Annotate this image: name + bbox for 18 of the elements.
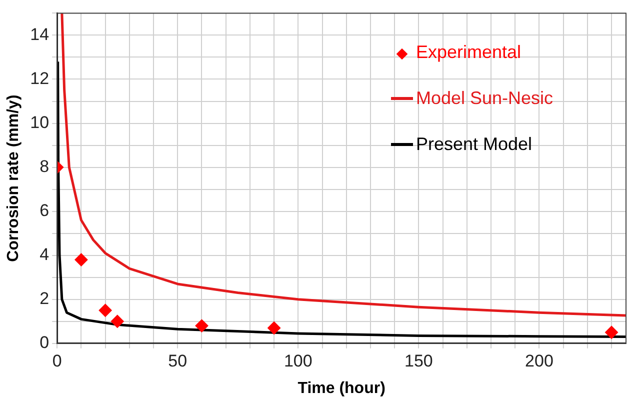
x-tick-label: 200: [525, 351, 554, 370]
y-tick-label: 6: [40, 201, 50, 220]
y-tick-label: 8: [40, 156, 50, 176]
y-tick-label: 2: [40, 289, 50, 308]
legend-label: Present Model: [416, 134, 532, 154]
x-tick-label: 100: [284, 351, 312, 370]
x-axis-title: Time (hour): [298, 380, 386, 397]
y-tick-label: 4: [40, 245, 50, 264]
y-tick-label: 0: [40, 333, 50, 352]
y-tick-label: 14: [30, 24, 50, 44]
y-axis-title: Corrosion rate (mm/y): [5, 94, 22, 262]
y-tick-label: 10: [30, 112, 50, 132]
y-tick-label: 12: [30, 68, 50, 88]
x-tick-label: 150: [404, 351, 433, 370]
legend-label: Experimental: [416, 42, 522, 62]
x-tick-label: 0: [52, 351, 62, 370]
x-tick-label: 50: [168, 351, 188, 370]
legend-label: Model Sun-Nesic: [416, 88, 554, 108]
